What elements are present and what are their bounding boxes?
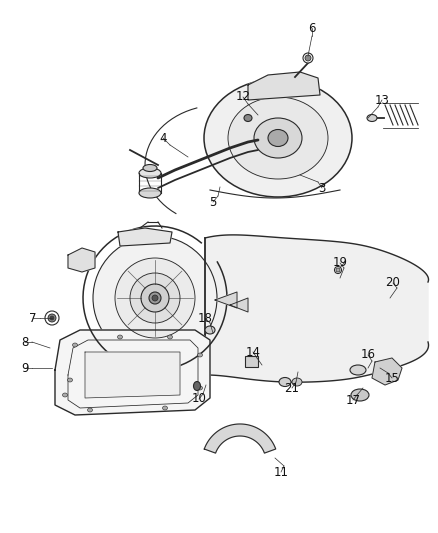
Ellipse shape <box>254 118 302 158</box>
Ellipse shape <box>279 377 291 386</box>
Ellipse shape <box>228 97 328 179</box>
Ellipse shape <box>139 188 161 198</box>
Ellipse shape <box>335 266 342 273</box>
Text: 6: 6 <box>308 21 316 35</box>
Ellipse shape <box>367 115 377 122</box>
Text: 16: 16 <box>360 349 375 361</box>
Ellipse shape <box>244 115 252 122</box>
Ellipse shape <box>194 382 201 391</box>
Polygon shape <box>85 352 180 398</box>
Ellipse shape <box>93 236 217 360</box>
Ellipse shape <box>198 386 202 390</box>
Text: 7: 7 <box>29 311 37 325</box>
Ellipse shape <box>303 53 313 63</box>
Ellipse shape <box>63 393 67 397</box>
Ellipse shape <box>351 389 369 401</box>
Text: 19: 19 <box>332 256 347 270</box>
Polygon shape <box>230 298 248 312</box>
Text: 8: 8 <box>21 335 28 349</box>
Text: 17: 17 <box>346 393 360 407</box>
Ellipse shape <box>268 130 288 147</box>
Polygon shape <box>205 235 428 382</box>
Ellipse shape <box>336 268 340 272</box>
Ellipse shape <box>50 316 54 320</box>
Ellipse shape <box>292 378 302 386</box>
Text: 4: 4 <box>159 132 167 144</box>
Ellipse shape <box>167 335 173 339</box>
FancyBboxPatch shape <box>244 356 258 367</box>
Text: 3: 3 <box>318 182 326 195</box>
Ellipse shape <box>162 406 167 410</box>
Text: 12: 12 <box>236 91 251 103</box>
Text: 21: 21 <box>285 382 300 394</box>
Ellipse shape <box>149 292 161 304</box>
Ellipse shape <box>48 314 56 322</box>
Text: 13: 13 <box>374 93 389 107</box>
Polygon shape <box>248 72 320 100</box>
Polygon shape <box>204 424 276 453</box>
Ellipse shape <box>350 365 366 375</box>
Text: 15: 15 <box>385 372 399 384</box>
Text: 20: 20 <box>385 277 400 289</box>
Ellipse shape <box>45 311 59 325</box>
Polygon shape <box>118 228 172 246</box>
Polygon shape <box>68 248 95 272</box>
Ellipse shape <box>204 79 352 197</box>
Polygon shape <box>215 292 237 308</box>
Ellipse shape <box>143 165 157 172</box>
Text: 10: 10 <box>191 392 206 406</box>
Ellipse shape <box>141 284 169 312</box>
Ellipse shape <box>67 378 73 382</box>
Ellipse shape <box>117 335 123 339</box>
Text: 9: 9 <box>21 361 29 375</box>
Text: 5: 5 <box>209 196 217 208</box>
Ellipse shape <box>88 408 92 412</box>
Polygon shape <box>55 330 210 415</box>
Ellipse shape <box>130 273 180 323</box>
Ellipse shape <box>73 343 78 347</box>
Ellipse shape <box>115 258 195 338</box>
Ellipse shape <box>198 353 202 357</box>
Ellipse shape <box>152 295 158 301</box>
Ellipse shape <box>305 55 311 61</box>
Text: 14: 14 <box>246 345 261 359</box>
Ellipse shape <box>139 168 161 178</box>
Ellipse shape <box>205 326 215 334</box>
Polygon shape <box>372 358 402 385</box>
Text: 18: 18 <box>198 311 212 325</box>
Text: 11: 11 <box>273 465 289 479</box>
